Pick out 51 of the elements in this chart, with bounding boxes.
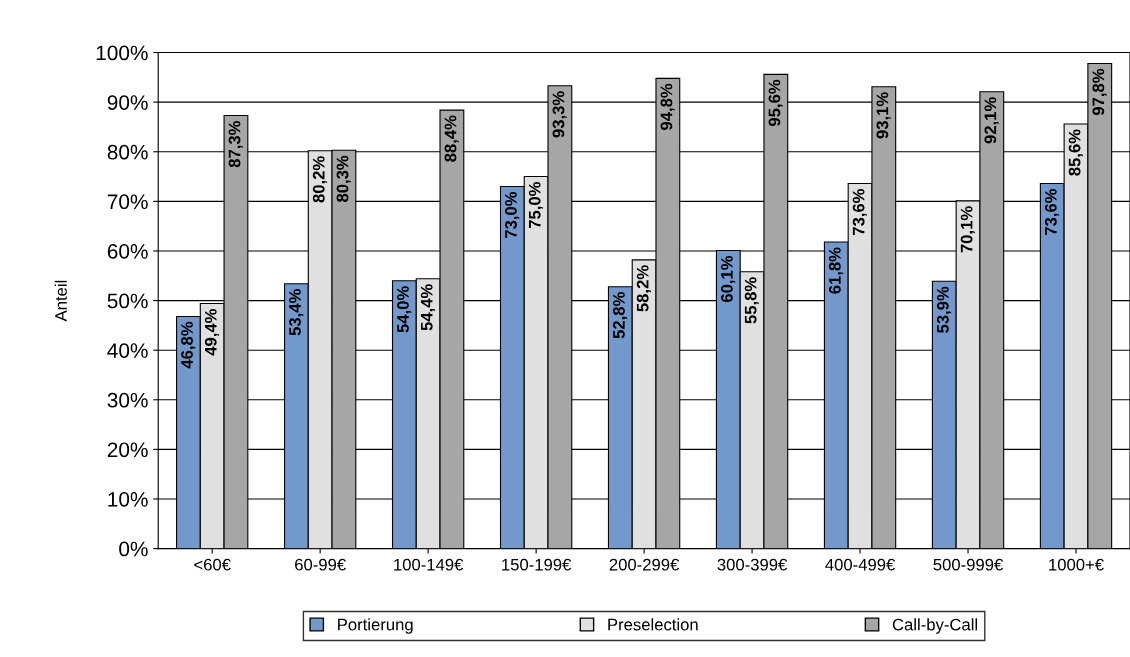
y-tick-label: 80% — [107, 144, 148, 160]
data-label: 53,4% — [289, 289, 304, 336]
data-label: 58,2% — [636, 265, 651, 312]
y-tick-label: 20% — [107, 442, 148, 458]
data-label: 54,4% — [420, 284, 436, 331]
data-label: 54,0% — [397, 286, 412, 333]
data-label: 92,1% — [984, 97, 999, 144]
data-label: 52,8% — [613, 292, 628, 339]
y-tick-label: 70% — [107, 194, 148, 210]
y-tick-label: 40% — [107, 343, 148, 358]
data-label: 85,6% — [1068, 129, 1083, 176]
data-label: 94,8% — [660, 83, 675, 130]
legend-label: Preselection — [608, 618, 698, 631]
x-tick-label: 1000+€ — [1049, 558, 1104, 571]
x-tick-label: 150-199€ — [502, 558, 572, 571]
data-label: 97,8% — [1092, 68, 1107, 116]
data-label: 73,6% — [852, 188, 867, 236]
y-tick-label: 100% — [96, 45, 148, 61]
y-tick-label: 90% — [107, 95, 148, 110]
data-label: 87,3% — [228, 120, 243, 168]
legend-label: Portierung — [338, 618, 413, 634]
data-label: 53,9% — [936, 286, 952, 333]
data-label: 75,0% — [528, 181, 544, 229]
y-tick-label: 60% — [107, 243, 148, 259]
data-label: 80,2% — [312, 156, 328, 203]
x-tick-label: <60€ — [194, 558, 231, 571]
data-label: 93,1% — [876, 92, 891, 139]
data-label: 93,3% — [552, 91, 567, 138]
data-label: 60,1% — [720, 255, 736, 303]
x-tick-label: 400-499€ — [825, 558, 896, 571]
data-label: 73,6% — [1044, 188, 1060, 236]
legend-label: Call-by-Call — [892, 618, 978, 634]
data-label: 73,0% — [505, 191, 520, 238]
data-label: 61,8% — [828, 247, 844, 294]
x-tick-label: 100-149€ — [394, 558, 464, 571]
data-label: 95,6% — [768, 79, 783, 127]
data-label: 88,4% — [444, 115, 459, 162]
data-label: 70,1% — [960, 206, 975, 253]
data-label: 80,3% — [336, 155, 351, 202]
y-tick-label: 30% — [107, 392, 148, 408]
y-tick-label: 10% — [108, 491, 148, 507]
x-tick-label: 500-999€ — [933, 558, 1004, 571]
y-tick-label: 50% — [107, 293, 148, 309]
x-tick-label: 300-399€ — [717, 558, 788, 571]
data-label: 49,4% — [204, 308, 220, 356]
x-tick-label: 60-99€ — [295, 558, 346, 571]
y-axis-title: Anteil — [54, 280, 67, 322]
x-tick-label: 200-299€ — [609, 558, 680, 571]
data-label: 55,8% — [744, 277, 759, 324]
y-tick-label: 0% — [119, 541, 148, 557]
data-label: 46,8% — [181, 321, 196, 369]
